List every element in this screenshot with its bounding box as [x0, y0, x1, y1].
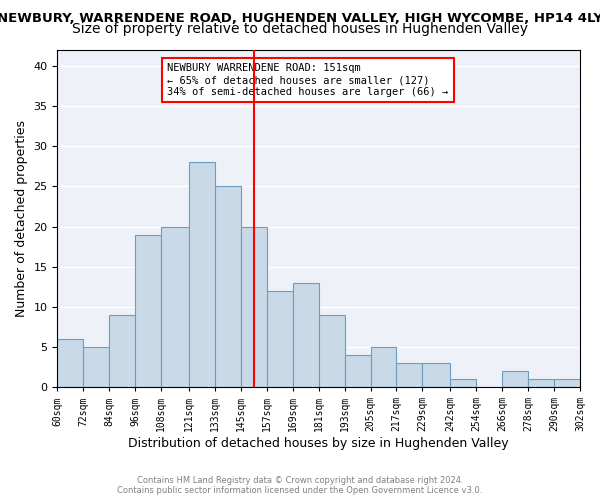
Bar: [554, 379, 580, 387]
Bar: [319, 315, 344, 387]
Bar: [189, 162, 215, 387]
Text: NEWBURY, WARRENDENE ROAD, HUGHENDEN VALLEY, HIGH WYCOMBE, HP14 4LY: NEWBURY, WARRENDENE ROAD, HUGHENDEN VALL…: [0, 12, 600, 26]
Bar: [502, 371, 528, 387]
Bar: [109, 315, 135, 387]
Bar: [215, 186, 241, 387]
Bar: [83, 347, 109, 387]
Bar: [371, 347, 397, 387]
Y-axis label: Number of detached properties: Number of detached properties: [15, 120, 28, 317]
Bar: [397, 363, 422, 387]
Bar: [344, 355, 371, 387]
Bar: [422, 363, 451, 387]
Bar: [528, 379, 554, 387]
Bar: [241, 226, 267, 387]
Bar: [451, 379, 476, 387]
Bar: [267, 291, 293, 387]
Text: Size of property relative to detached houses in Hughenden Valley: Size of property relative to detached ho…: [72, 22, 528, 36]
X-axis label: Distribution of detached houses by size in Hughenden Valley: Distribution of detached houses by size …: [128, 437, 509, 450]
Text: NEWBURY WARRENDENE ROAD: 151sqm
← 65% of detached houses are smaller (127)
34% o: NEWBURY WARRENDENE ROAD: 151sqm ← 65% of…: [167, 64, 448, 96]
Bar: [135, 234, 161, 387]
Bar: [161, 226, 189, 387]
Bar: [58, 339, 83, 387]
Text: Contains HM Land Registry data © Crown copyright and database right 2024.
Contai: Contains HM Land Registry data © Crown c…: [118, 476, 482, 495]
Bar: [293, 283, 319, 387]
